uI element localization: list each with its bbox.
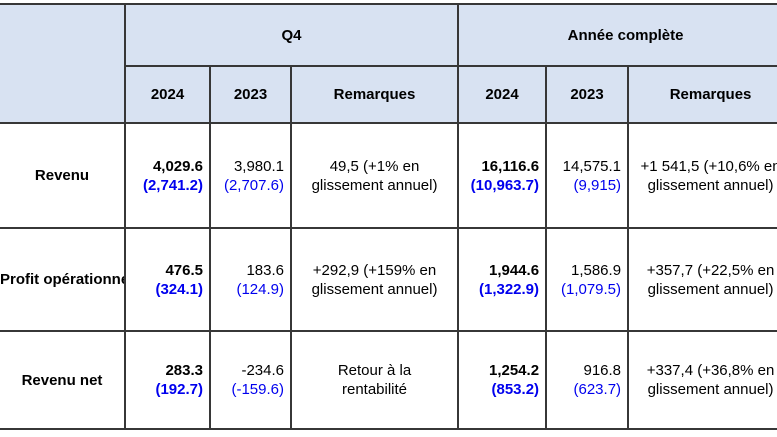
remark-line: rentabilité xyxy=(341,381,408,398)
value-secondary: (853.2) xyxy=(491,381,540,398)
remark-line: glissement annuel) xyxy=(647,176,774,194)
remark-line: +292,9 (+159% en xyxy=(312,261,437,279)
value-primary: -234.6 xyxy=(241,362,284,379)
remark-line: glissement annuel) xyxy=(311,280,438,298)
value-secondary: (124.9) xyxy=(236,280,284,298)
value-primary: 16,116.6 xyxy=(481,157,540,175)
table-row-revenu-net: Revenu net 283.3 (192.7) -234.6 (-159.6)… xyxy=(0,330,777,430)
cell-revenu-q4-remark: 49,5 (+1% en glissement annuel) xyxy=(289,122,460,229)
value-secondary: (9,915) xyxy=(573,176,622,194)
row-label-revenu-net: Revenu net xyxy=(0,330,126,430)
col-header-fy-2024: 2024 xyxy=(457,65,548,124)
cell-revenunet-fy-remark: +337,4 (+36,8% en glissement annuel) xyxy=(627,330,777,430)
value-secondary: (1,322.9) xyxy=(478,280,540,298)
value-primary: 14,575.1 xyxy=(562,157,622,175)
cell-revenu-fy-2023: 14,575.1 (9,915) xyxy=(545,122,630,229)
row-label-profit-operationnel: Profit opérationnel xyxy=(0,227,126,332)
cell-revenu-q4-2024: 4,029.6 (2,741.2) xyxy=(124,122,211,229)
cell-revenunet-q4-remark: Retour à la rentabilité xyxy=(289,330,460,430)
cell-revenu-fy-remark: +1 541,5 (+10,6% en glissement annuel) xyxy=(627,122,777,229)
group-header-q4: Q4 xyxy=(123,3,460,67)
value-primary: 1,254.2 xyxy=(488,362,540,379)
remark-line: glissement annuel) xyxy=(647,381,774,398)
remark-line: +337,4 (+36,8% en xyxy=(646,362,775,379)
remark-line: +357,7 (+22,5% en xyxy=(646,261,775,279)
corner-cell xyxy=(0,3,126,124)
cell-profit-fy-2024: 1,944.6 (1,322.9) xyxy=(457,227,548,332)
remark-line: glissement annuel) xyxy=(647,280,774,298)
value-primary: 916.8 xyxy=(583,362,622,379)
remark-line: glissement annuel) xyxy=(311,176,438,194)
value-secondary: (1,079.5) xyxy=(560,280,622,298)
cell-revenu-fy-2024: 16,116.6 (10,963.7) xyxy=(457,122,548,229)
cell-revenunet-q4-2023: -234.6 (-159.6) xyxy=(209,330,292,430)
cell-profit-fy-2023: 1,586.9 (1,079.5) xyxy=(545,227,630,332)
col-header-fy-remarks: Remarques xyxy=(627,65,777,124)
table-row-revenu: Revenu 4,029.6 (2,741.2) 3,980.1 (2,707.… xyxy=(0,122,777,229)
table-row-profit-operationnel: Profit opérationnel 476.5 (324.1) 183.6 … xyxy=(0,227,777,332)
cell-profit-q4-2023: 183.6 (124.9) xyxy=(209,227,292,332)
value-primary: 1,586.9 xyxy=(570,261,622,279)
col-header-fy-2023: 2023 xyxy=(545,65,630,124)
col-header-q4-2023: 2023 xyxy=(209,65,292,124)
header-sub-row: 2024 2023 Remarques 2024 2023 Remarques xyxy=(0,65,777,124)
financial-results-table: Q4 Année complète 2024 2023 Remarques 20… xyxy=(0,3,777,430)
value-primary: 183.6 xyxy=(246,261,284,279)
cell-revenunet-q4-2024: 283.3 (192.7) xyxy=(124,330,211,430)
value-primary: 1,944.6 xyxy=(488,261,540,279)
cell-revenu-q4-2023: 3,980.1 (2,707.6) xyxy=(209,122,292,229)
group-header-full-year: Année complète xyxy=(457,3,777,67)
value-secondary: (-159.6) xyxy=(231,381,284,398)
col-header-q4-2024: 2024 xyxy=(124,65,211,124)
remark-line: +1 541,5 (+10,6% en xyxy=(640,157,777,175)
value-secondary: (2,741.2) xyxy=(142,176,203,194)
remark-line: 49,5 (+1% en xyxy=(329,157,420,175)
table-container: Q4 Année complète 2024 2023 Remarques 20… xyxy=(0,3,777,430)
col-header-q4-remarks: Remarques xyxy=(289,65,460,124)
header-group-row: Q4 Année complète xyxy=(0,3,777,124)
value-secondary: (10,963.7) xyxy=(470,176,540,194)
value-primary: 283.3 xyxy=(165,362,203,379)
cell-profit-q4-remark: +292,9 (+159% en glissement annuel) xyxy=(289,227,460,332)
value-primary: 476.5 xyxy=(165,261,203,279)
value-secondary: (2,707.6) xyxy=(223,176,284,194)
row-label-revenu: Revenu xyxy=(0,122,126,229)
cell-profit-fy-remark: +357,7 (+22,5% en glissement annuel) xyxy=(627,227,777,332)
cell-revenunet-fy-2024: 1,254.2 (853.2) xyxy=(457,330,548,430)
value-secondary: (623.7) xyxy=(573,381,622,398)
value-secondary: (324.1) xyxy=(155,280,203,298)
remark-line: Retour à la xyxy=(337,362,412,379)
cell-revenunet-fy-2023: 916.8 (623.7) xyxy=(545,330,630,430)
value-primary: 4,029.6 xyxy=(152,157,203,175)
value-primary: 3,980.1 xyxy=(233,157,284,175)
cell-profit-q4-2024: 476.5 (324.1) xyxy=(124,227,211,332)
value-secondary: (192.7) xyxy=(155,381,203,398)
